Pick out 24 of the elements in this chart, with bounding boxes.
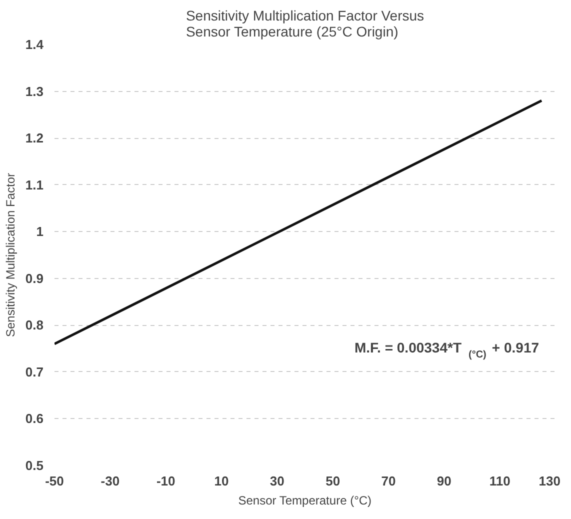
- y-tick-label: 1.3: [25, 84, 44, 99]
- y-tick-label: 0.5: [25, 458, 44, 473]
- x-tick-label: 130: [538, 474, 561, 488]
- y-tick-label: 0.6: [25, 411, 44, 426]
- y-tick-label: 0.7: [25, 364, 44, 380]
- y-tick-label: 0.9: [25, 270, 44, 286]
- x-tick-label: 90: [436, 474, 452, 488]
- y-tick-label: 1: [36, 224, 44, 240]
- x-tick-label: 50: [326, 474, 340, 488]
- y-tick-label: 1.1: [25, 177, 44, 192]
- x-tick-label: 30: [270, 474, 284, 488]
- y-tick-label: 1.4: [25, 37, 44, 52]
- x-tick-label: -30: [100, 474, 120, 488]
- x-tick-label: -10: [156, 474, 176, 488]
- x-tick-label: 70: [381, 474, 396, 488]
- annotation: M.F. = 0.00334*T(°C) + 0.917: [354, 340, 540, 360]
- y-tick-label: 1.2: [25, 130, 44, 146]
- chart-title: Sensitivity Multiplication Factor Versus Sensor Temperature (25°C Origin): [186, 8, 424, 40]
- x-tick-label: -50: [45, 474, 64, 488]
- y-axis-title: Sensitivity Multiplication Factor: [3, 172, 18, 338]
- x-tick-label: 10: [214, 474, 229, 488]
- x-axis-title: Sensor Temperature (°C): [238, 494, 372, 508]
- x-tick-label: 110: [489, 474, 510, 488]
- y-tick-label: 0.8: [25, 318, 44, 333]
